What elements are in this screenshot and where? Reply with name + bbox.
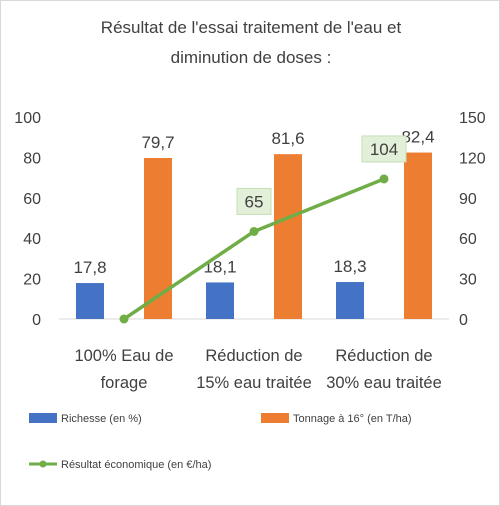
legend-marker-resultat <box>39 460 47 468</box>
bar-data-label: 81,6 <box>271 129 304 148</box>
category-label: 100% Eau de <box>74 347 173 365</box>
line-point <box>119 314 129 324</box>
left-axis-tick-label: 100 <box>14 110 41 127</box>
category-label: 15% eau traitée <box>196 374 312 392</box>
legend-swatch-tonnage <box>261 413 289 423</box>
left-axis-tick-label: 0 <box>32 312 41 329</box>
bar-richesse <box>76 283 104 319</box>
left-axis-tick-label: 60 <box>23 191 41 208</box>
legend-label: Tonnage à 16° (en T/ha) <box>293 413 412 425</box>
category-label: Réduction de <box>205 347 302 365</box>
right-axis-tick-label: 60 <box>459 231 477 248</box>
bar-richesse <box>336 282 364 319</box>
line-point <box>249 226 259 236</box>
bar-data-label: 18,3 <box>333 257 366 276</box>
left-axis-tick-label: 20 <box>23 272 41 289</box>
right-axis-tick-label: 0 <box>459 312 468 329</box>
bar-tonnage <box>274 154 302 319</box>
left-axis-tick-label: 40 <box>23 231 41 248</box>
legend-label: Résultat économique (en €/ha) <box>61 459 211 471</box>
category-label: Réduction de <box>335 347 432 365</box>
bar-tonnage <box>144 158 172 319</box>
line-point <box>379 174 389 184</box>
line-data-label: 65 <box>245 192 264 211</box>
bar-data-label: 82,4 <box>401 128 434 147</box>
right-axis-tick-label: 150 <box>459 110 486 127</box>
left-axis-tick-label: 80 <box>23 150 41 167</box>
bar-data-label: 79,7 <box>141 133 174 152</box>
right-axis-tick-label: 90 <box>459 191 477 208</box>
line-data-label-box <box>236 187 272 215</box>
category-label: 30% eau traitée <box>326 374 442 392</box>
line-data-label-box <box>361 135 407 163</box>
line-data-label: 104 <box>370 140 398 159</box>
bar-data-label: 18,1 <box>203 257 236 276</box>
legend-label: Richesse (en %) <box>61 413 142 425</box>
bar-tonnage <box>404 152 432 319</box>
right-axis-tick-label: 120 <box>459 150 486 167</box>
chart-title: Résultat de l'essai traitement de l'eau … <box>100 18 402 67</box>
bar-richesse <box>206 282 234 319</box>
right-axis-tick-label: 30 <box>459 272 477 289</box>
bar-data-label: 17,8 <box>73 258 106 277</box>
legend-swatch-richesse <box>29 413 57 423</box>
category-label: forage <box>101 374 148 392</box>
